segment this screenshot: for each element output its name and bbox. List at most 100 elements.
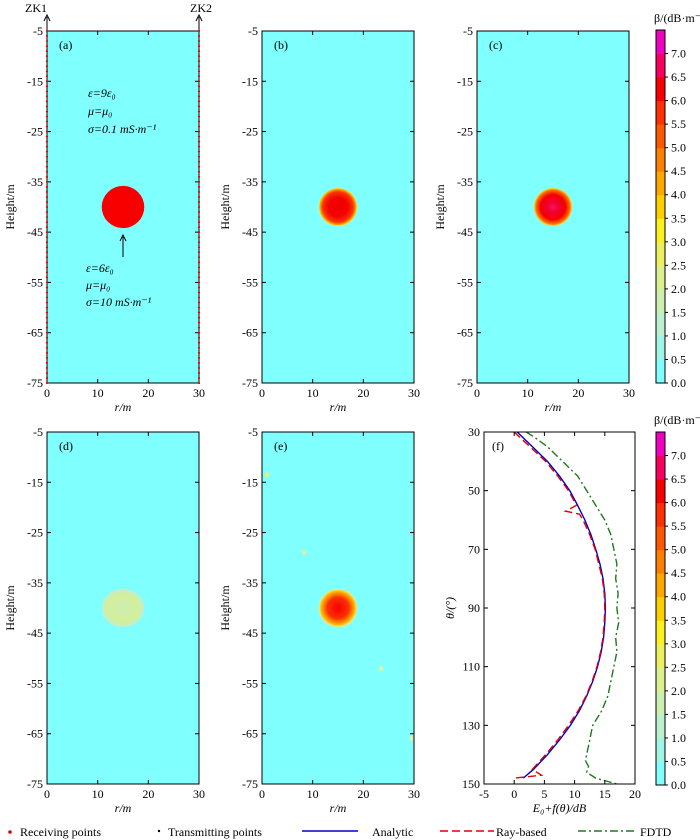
receiving-point [45, 241, 49, 244]
panel-f: 30 50 70 90 110 130 150-5 0 5 10 15 20 E₀+f(θ)/dB θ/(… [443, 425, 641, 815]
receiving-point [197, 60, 201, 63]
colorbar-frame [655, 29, 666, 384]
colorbar-tick-label: 0.5 [671, 352, 686, 366]
receiving-point [45, 376, 49, 380]
receiving-point [45, 80, 49, 83]
y-tick-label: -75 [242, 777, 258, 791]
annotation-bg-sigma: σ=0.1 mS·m⁻¹ [88, 122, 157, 136]
colorbar-tick-label: 2.0 [671, 282, 686, 296]
receiving-point [45, 311, 49, 314]
receiving-point [45, 39, 49, 43]
colorbar-swatch [656, 761, 665, 786]
receiving-point [45, 130, 49, 133]
receiving-point [45, 246, 49, 249]
receiving-point [45, 301, 49, 304]
y-tick-label: 130 [462, 718, 480, 732]
receiving-point [45, 120, 49, 123]
x-tick-label: 10 [92, 386, 104, 400]
receiving-point [197, 281, 201, 284]
x-axis-label: r/m [330, 801, 347, 815]
y-tick-label: -55 [27, 676, 43, 690]
colorbar-swatch [656, 147, 665, 172]
y-tick-label: -35 [27, 576, 43, 590]
receiving-point [45, 60, 49, 63]
y-tick-label: -15 [242, 74, 258, 88]
y-tick-label: -35 [27, 175, 43, 189]
colorbar-tick-label: 5.0 [671, 543, 686, 557]
receiving-point [197, 165, 201, 168]
x-tick-label: 20 [142, 787, 154, 801]
colorbar-tick-label: 4.0 [671, 590, 686, 604]
receiving-point [45, 160, 49, 163]
artifact-speck [265, 472, 270, 478]
plot-area [484, 432, 635, 784]
y-tick-label: 30 [468, 425, 480, 439]
well-label-zk1: ZK1 [25, 1, 47, 15]
y-tick-label: -35 [242, 175, 258, 189]
panel-label: (b) [274, 38, 288, 52]
receiving-point [197, 306, 201, 309]
receiving-point [197, 231, 201, 234]
receiving-point [45, 145, 49, 148]
receiving-point [45, 155, 49, 158]
receiving-point [45, 110, 49, 113]
x-tick-label: 20 [572, 386, 584, 400]
receiving-point [45, 256, 49, 259]
receiving-point [45, 366, 49, 370]
receiving-point [197, 34, 201, 38]
receiving-point [197, 150, 201, 153]
x-tick-label: 0 [259, 386, 265, 400]
colorbar-swatch [656, 265, 665, 290]
colorbar-swatch [656, 643, 665, 668]
panel-label: (a) [59, 38, 72, 52]
x-tick-label: 0 [44, 386, 50, 400]
receiving-point [197, 75, 201, 78]
plot-frame [261, 30, 415, 384]
receiving-point [45, 271, 49, 274]
annotation-bg-mu: μ=μ₀ [87, 104, 112, 118]
y-tick-label: -5 [33, 24, 43, 38]
colorbar-swatch [656, 335, 665, 360]
receiving-point [45, 180, 49, 183]
y-tick-label: -25 [27, 125, 43, 139]
receiving-point [45, 231, 49, 234]
colorbar-swatch [656, 432, 665, 457]
colorbar-swatch [656, 479, 665, 504]
y-tick-label: -15 [457, 74, 473, 88]
y-tick-label: -25 [27, 526, 43, 540]
receiving-point [197, 341, 201, 344]
y-tick-label: -65 [242, 326, 258, 340]
colorbar-tick-label: 1.0 [671, 731, 686, 745]
receiving-point [197, 110, 201, 113]
receiving-point [197, 120, 201, 123]
colorbar-swatch [656, 690, 665, 715]
x-axis-label: r/m [115, 801, 132, 815]
receiving-point [45, 286, 49, 289]
colorbar-swatch [656, 620, 665, 645]
panel-label: (c) [489, 38, 502, 52]
panel-e: -5 -15 -25 -35 -45 -55 -65 -750 10 20 30 r/m Height/… [218, 425, 420, 815]
colorbar-tick-label: 4.0 [671, 188, 686, 202]
colorbar-swatch [656, 573, 665, 598]
receiving-point [197, 155, 201, 158]
y-axis-label: Height/m [433, 184, 447, 230]
y-tick-label: -55 [242, 275, 258, 289]
receiving-point [45, 185, 49, 188]
panel-d: -5 -15 -25 -35 -45 -55 -65 -750 10 20 30 r/m Height/… [3, 425, 205, 815]
receiving-point [45, 336, 49, 339]
y-tick-label: -35 [242, 576, 258, 590]
colorbar-swatch [656, 288, 665, 313]
receiving-point [197, 276, 201, 279]
x-tick-label: 10 [307, 787, 319, 801]
receiving-point [197, 381, 201, 385]
y-tick-label: -65 [27, 326, 43, 340]
colorbar-swatch [656, 455, 665, 480]
colorbar-tick-label: 3.0 [671, 235, 686, 249]
colorbar-swatch [656, 502, 665, 527]
receiving-point [45, 105, 49, 108]
receiving-point [197, 85, 201, 88]
well-arrowhead-zk2 [195, 13, 203, 22]
receiving-point [197, 190, 201, 194]
receiving-point [197, 44, 201, 48]
